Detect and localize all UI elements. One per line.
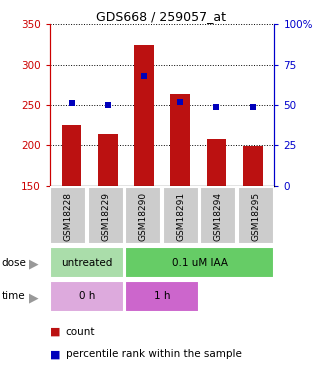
Point — [250, 104, 255, 110]
Text: GSM18291: GSM18291 — [176, 192, 185, 242]
Bar — [98, 134, 118, 186]
Text: dose: dose — [2, 258, 26, 267]
Bar — [126, 281, 199, 312]
Text: untreated: untreated — [62, 258, 113, 267]
Bar — [88, 187, 124, 244]
Bar — [50, 281, 124, 312]
Text: time: time — [2, 291, 25, 301]
Text: 0.1 uM IAA: 0.1 uM IAA — [171, 258, 228, 267]
Text: ■: ■ — [50, 327, 60, 337]
Text: 0 h: 0 h — [79, 291, 95, 301]
Bar — [238, 187, 274, 244]
Text: GSM18228: GSM18228 — [64, 192, 73, 242]
Text: percentile rank within the sample: percentile rank within the sample — [66, 350, 242, 359]
Point — [142, 73, 147, 79]
Text: ■: ■ — [50, 350, 60, 359]
Point — [105, 102, 110, 108]
Text: 1 h: 1 h — [154, 291, 170, 301]
Bar — [62, 125, 82, 186]
Bar — [50, 187, 86, 244]
Bar — [163, 187, 199, 244]
Text: GDS668 / 259057_at: GDS668 / 259057_at — [96, 10, 225, 23]
Bar — [243, 146, 263, 186]
Text: ▶: ▶ — [29, 258, 39, 271]
Bar — [126, 187, 161, 244]
Text: GSM18295: GSM18295 — [251, 192, 260, 242]
Bar — [206, 139, 226, 186]
Point — [214, 104, 219, 110]
Bar — [170, 94, 190, 186]
Text: GSM18294: GSM18294 — [214, 192, 223, 242]
Text: ▶: ▶ — [29, 291, 39, 304]
Text: GSM18290: GSM18290 — [139, 192, 148, 242]
Bar — [50, 247, 124, 278]
Point — [178, 99, 183, 105]
Point — [69, 100, 74, 106]
Bar — [200, 187, 236, 244]
Bar — [126, 247, 274, 278]
Bar — [134, 45, 154, 186]
Text: count: count — [66, 327, 95, 337]
Text: GSM18229: GSM18229 — [101, 192, 110, 242]
